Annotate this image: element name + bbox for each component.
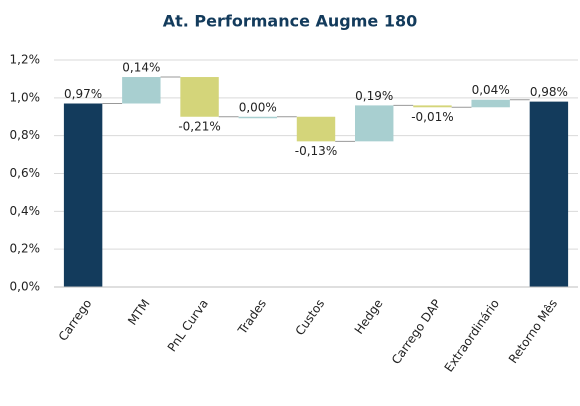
x-tick-label: Extraordinário xyxy=(442,297,502,375)
x-tick-label: MTM xyxy=(125,297,153,328)
data-label: 0,04% xyxy=(472,83,510,97)
bar xyxy=(63,103,103,287)
y-tick-label: 0,4% xyxy=(10,204,41,218)
data-label: 0,00% xyxy=(239,100,277,114)
x-tick-label: Hedge xyxy=(352,297,386,337)
bar xyxy=(529,101,569,287)
bar xyxy=(296,116,336,142)
y-tick-label: 0,2% xyxy=(10,242,41,256)
x-tick-label: Retorno Mês xyxy=(506,297,560,366)
x-tick-label: Carrego DAP xyxy=(389,297,444,367)
y-tick-label: 1,2% xyxy=(10,53,41,67)
bar xyxy=(413,105,452,108)
bar xyxy=(238,116,277,119)
y-tick-label: 1,0% xyxy=(10,90,41,104)
data-label: -0,01% xyxy=(411,110,453,124)
data-label: 0,14% xyxy=(122,61,160,75)
bar xyxy=(180,77,219,117)
bar xyxy=(355,105,394,142)
data-label: -0,21% xyxy=(178,119,220,133)
data-label: 0,97% xyxy=(64,87,102,101)
data-label: -0,13% xyxy=(295,144,337,158)
x-tick-label: Carrego xyxy=(56,297,95,344)
bar xyxy=(471,99,510,108)
chart-title: At. Performance Augme 180 xyxy=(163,12,417,31)
x-tick-label: Custos xyxy=(293,297,328,338)
data-label: 0,98% xyxy=(530,85,568,99)
data-label: 0,19% xyxy=(355,89,393,103)
y-tick-label: 0,0% xyxy=(10,280,41,294)
bar xyxy=(122,77,161,104)
y-tick-label: 0,6% xyxy=(10,166,41,180)
x-tick-label: PnL Curva xyxy=(165,297,211,355)
x-tick-label: Trades xyxy=(235,297,269,338)
y-tick-label: 0,8% xyxy=(10,128,41,142)
